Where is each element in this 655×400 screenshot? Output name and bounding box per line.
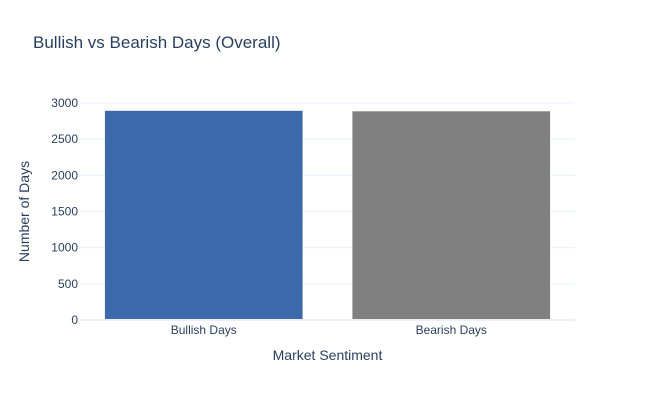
x-axis-title: Market Sentiment [273,347,383,363]
x-tick-label: Bearish Days [416,323,487,337]
bar-bullish-days[interactable] [104,110,303,321]
y-tick-label: 1000 [51,241,78,255]
x-tick-label: Bullish Days [171,323,237,337]
y-tick-label: 0 [71,313,78,327]
y-tick-label: 3000 [51,96,78,110]
x-axis-ticks: Bullish Days Bearish Days [171,323,487,337]
y-axis-title: Number of Days [16,161,32,262]
y-tick-label: 2000 [51,168,78,182]
y-axis-ticks: 0 500 1000 1500 2000 2500 3000 [51,96,78,327]
y-tick-label: 1500 [51,205,78,219]
bars [104,110,551,321]
chart-title: Bullish vs Bearish Days (Overall) [33,33,281,52]
y-tick-label: 500 [58,277,78,291]
bar-bearish-days[interactable] [352,110,551,321]
y-tick-label: 2500 [51,132,78,146]
